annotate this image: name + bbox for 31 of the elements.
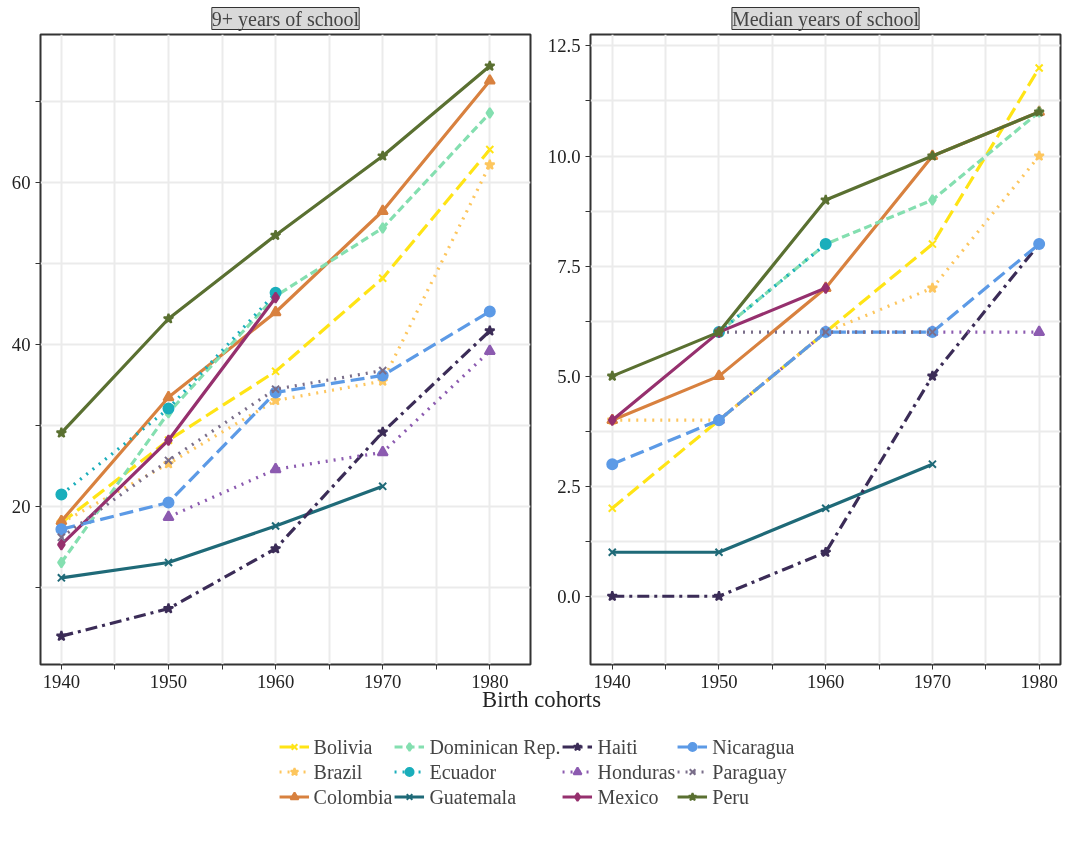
y-tick-label: 60 — [11, 172, 31, 194]
x-tick-label: 1960 — [256, 670, 295, 692]
legend-label: Honduras — [597, 760, 676, 783]
x-tick-label: 1940 — [42, 670, 81, 692]
y-tick-label: 40 — [11, 334, 31, 356]
chart-title: Median years of school — [731, 7, 920, 31]
y-tick-label: 2.5 — [557, 475, 581, 497]
legend-label: Peru — [712, 785, 749, 808]
legend-label: Nicaragua — [712, 735, 795, 758]
y-tick-label: 10.0 — [547, 145, 581, 167]
y-tick-label: 7.5 — [557, 255, 581, 277]
legend-label: Dominican Rep. — [429, 735, 561, 758]
x-tick-label: 1950 — [700, 670, 738, 692]
y-tick-label: 20 — [11, 496, 31, 518]
x-tick-label: 1950 — [149, 670, 188, 692]
y-tick-label: 5.0 — [557, 365, 581, 387]
legend-label: Brazil — [313, 760, 363, 783]
chart-title: 9+ years of school — [211, 7, 360, 31]
y-tick-label: 12.5 — [547, 35, 581, 57]
y-tick-label: 0.0 — [557, 585, 581, 607]
x-tick-label: 1960 — [807, 670, 845, 692]
x-tick-label: 1980 — [1020, 670, 1058, 692]
x-tick-label: 1970 — [913, 670, 952, 692]
legend-label: Mexico — [597, 785, 659, 808]
x-tick-label: 1970 — [364, 670, 402, 692]
legend-label: Haiti — [597, 735, 638, 758]
legend-label: Bolivia — [313, 735, 373, 758]
legend-label: Ecuador — [429, 760, 497, 783]
legend-label: Colombia — [313, 785, 393, 808]
legend-label: Paraguay — [712, 760, 787, 783]
legend-label: Guatemala — [429, 785, 517, 808]
